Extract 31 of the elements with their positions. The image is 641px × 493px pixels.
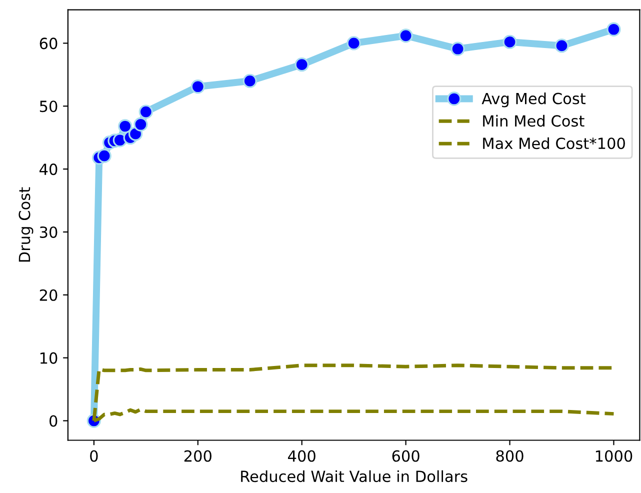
point <box>134 117 148 132</box>
point <box>97 148 112 163</box>
y-tick-label: 30 <box>40 226 58 238</box>
x-tick-label: 600 <box>392 450 420 462</box>
point <box>554 38 569 53</box>
y-tick-label: 50 <box>40 100 58 112</box>
x-tick-label: 200 <box>184 450 212 462</box>
y-axis-title: Drug Cost <box>18 187 34 262</box>
y-tick-label: 20 <box>40 289 58 301</box>
point <box>138 104 153 119</box>
y-tick-label: 40 <box>40 164 58 176</box>
point <box>346 36 361 50</box>
x-tick-label: 0 <box>90 450 98 462</box>
point <box>118 119 132 134</box>
point <box>502 34 517 50</box>
legend-label: Avg Med Cost <box>482 92 586 108</box>
point <box>242 74 257 88</box>
point <box>398 28 413 43</box>
x-tick-label: 1000 <box>596 450 632 462</box>
y-tick-label: 10 <box>40 352 58 364</box>
y-tick-label: 60 <box>40 38 58 50</box>
point <box>190 80 205 94</box>
legend-label: Min Med Cost <box>483 114 584 127</box>
x-tick-label: 800 <box>496 450 524 462</box>
point <box>606 22 621 36</box>
x-tick-label: 400 <box>288 450 316 462</box>
legend-label: Max Med Cost*100 <box>483 137 625 150</box>
point <box>294 58 309 72</box>
point <box>450 42 465 56</box>
x-axis-title: Reduced Wait Value in Dollars <box>241 470 468 482</box>
y-tick-label: 0 <box>50 415 58 427</box>
